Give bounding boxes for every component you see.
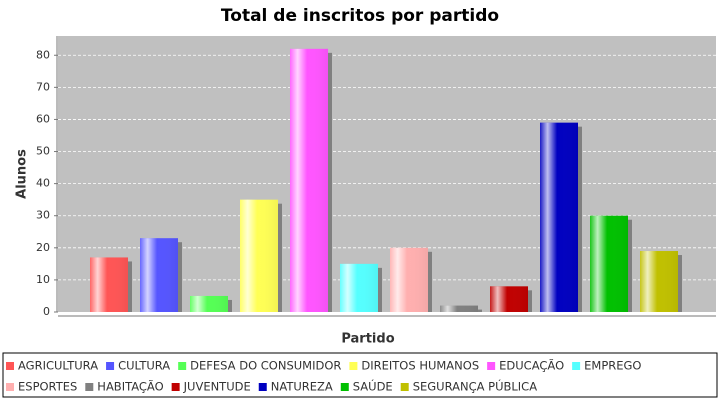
legend-swatch [6,383,14,391]
y-tick-label: 10 [36,273,50,286]
y-tick-label: 60 [36,112,50,125]
legend-label: HABITAÇÃO [97,379,163,394]
bar-shine [140,238,178,312]
legend-swatch [178,362,187,370]
y-tick-label: 20 [36,241,50,254]
bar-shine [390,247,428,312]
legend-swatch [85,383,94,391]
legend-swatch [171,383,180,391]
legend-label: AGRICULTURA [18,359,98,373]
y-tick-label: 80 [36,48,50,61]
legend-swatch [6,362,14,370]
legend-swatch [487,362,496,370]
legend-label: EMPREGO [584,359,641,373]
legend-label: SAÚDE [353,379,393,394]
legend-swatch [349,362,358,370]
legend-label: DEFESA DO CONSUMIDOR [190,359,341,373]
bar-shine [190,295,228,312]
legend-swatch [340,383,349,391]
y-tick-label: 30 [36,209,50,222]
bar-shine [240,199,278,312]
y-tick-label: 0 [43,305,50,318]
legend-box [2,352,718,398]
bar-shine [540,122,578,313]
bar-shine [490,286,528,312]
bar-shine [290,48,328,312]
bar-shine [640,251,678,312]
legend-swatch [400,383,409,391]
legend-label: SEGURANÇA PÚBLICA [413,379,538,394]
bar-shine [440,305,478,312]
x-axis-label: Partido [341,332,394,347]
bar-shine [340,263,378,312]
y-tick-label: 40 [36,177,50,190]
bar-shine [590,215,628,312]
legend-swatch [572,362,581,370]
legend-label: ESPORTES [18,380,77,394]
legend-label: NATUREZA [271,380,333,394]
legend-swatch [106,362,115,370]
legend-label: JUVENTUDE [183,380,251,394]
legend-label: EDUCAÇÃO [499,358,564,373]
y-tick-label: 50 [36,145,50,158]
legend-label: CULTURA [118,359,170,373]
chart-title: Total de inscritos por partido [221,6,499,26]
bar-shine [90,257,128,312]
legend-swatch [258,383,267,391]
y-axis-label: Alunos [15,149,30,199]
y-tick-label: 70 [36,80,50,93]
legend-label: DIREITOS HUMANOS [361,359,479,373]
